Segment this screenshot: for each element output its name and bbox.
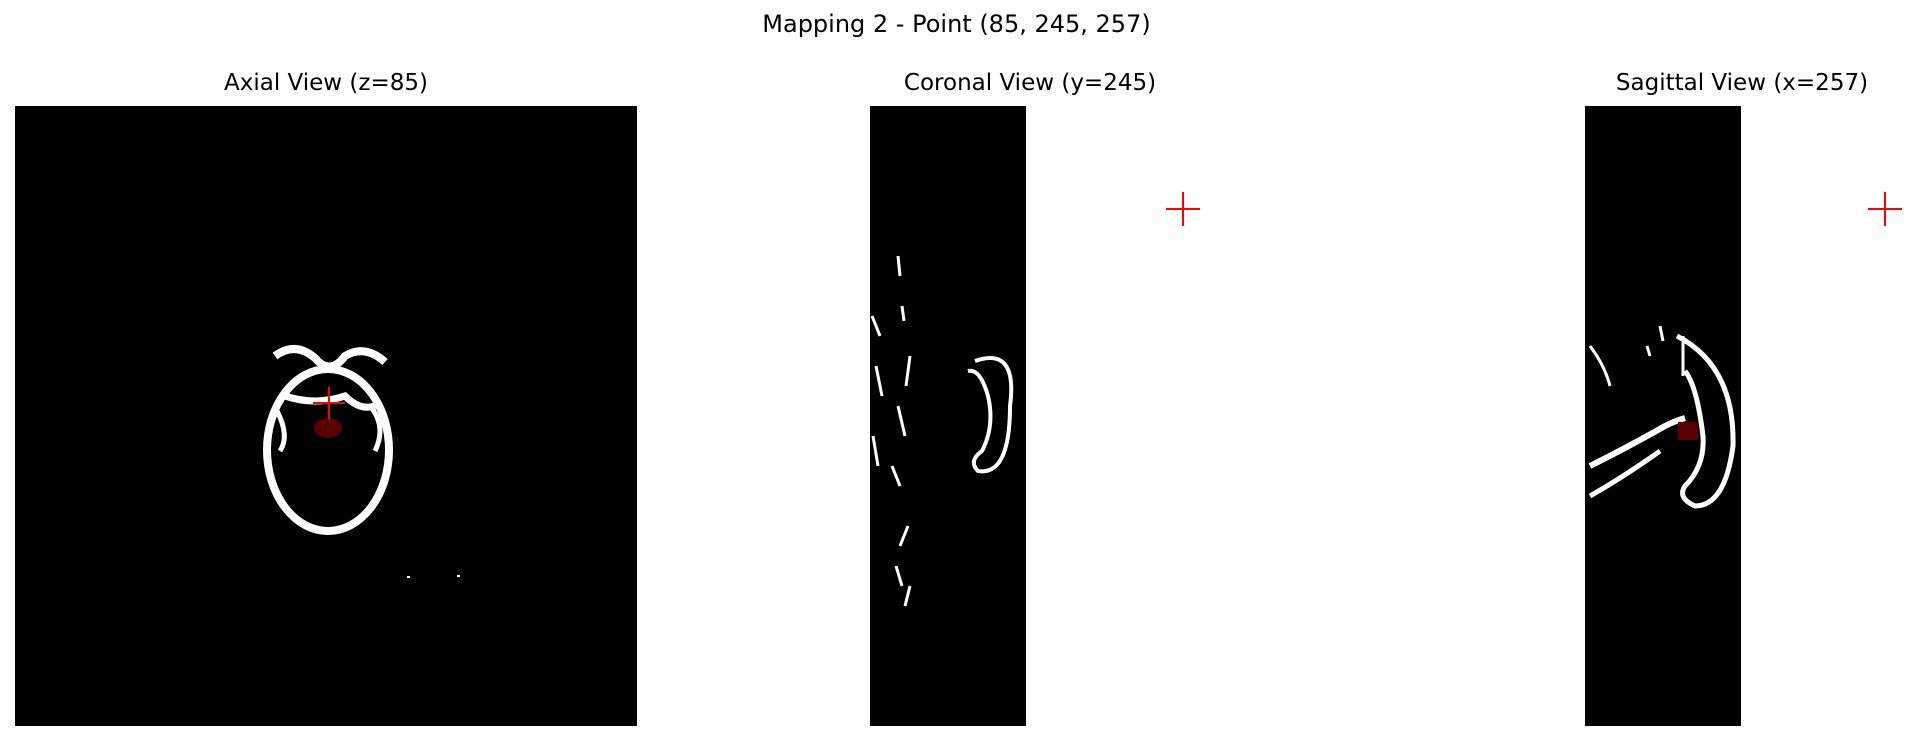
speck [407,576,410,578]
coronal-slice-graphic [870,255,1014,607]
figure-title: Mapping 2 - Point (85, 245, 257) [762,10,1151,38]
skull-outline [1675,333,1736,509]
cervical-spine [1588,448,1662,499]
skull-outline [967,356,1014,474]
sagittal-slice-graphic [1588,325,1736,509]
segmentation-overlay [1678,422,1698,440]
coronal-crosshair [1166,192,1200,226]
axial-view-image [15,106,637,726]
bone-fragment [274,409,287,453]
sagittal-view-image [1585,106,1741,726]
skull-base [1588,415,1686,469]
speck [457,575,460,577]
sagittal-view-title: Sagittal View (x=257) [1615,70,1869,96]
axial-view-title: Axial View (z=85) [224,70,428,96]
sagittal-crosshair [1868,192,1902,226]
bone-fragment [368,404,383,453]
bone-fragment [1588,345,1612,387]
segmentation-overlay [314,418,342,438]
bone-fragments [1645,325,1685,376]
axial-slice-graphic [263,345,460,578]
coronal-view-title: Coronal View (y=245) [903,70,1157,96]
skull-front [272,345,388,371]
coronal-view-image [870,106,1026,726]
bone-fragments [870,315,884,467]
spine-fragments [890,255,912,607]
petrous-bone [283,391,377,411]
